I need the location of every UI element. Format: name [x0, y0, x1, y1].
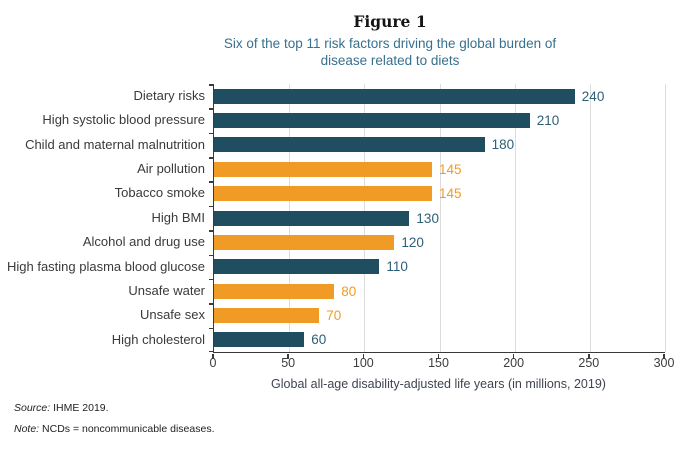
- source-note: Source: IHME 2019.: [14, 402, 214, 414]
- source-label: Source:: [14, 402, 51, 414]
- value-label: 110: [386, 259, 408, 275]
- value-label: 120: [401, 234, 424, 250]
- source-text: IHME 2019.: [50, 402, 109, 414]
- y-axis-tick: [209, 132, 214, 135]
- x-axis-tick-200: [512, 353, 515, 359]
- x-tick-label-100: 100: [352, 356, 374, 370]
- category-label: Child and maternal malnutrition: [25, 136, 205, 152]
- category-label: Alcohol and drug use: [82, 234, 205, 250]
- y-axis-tick: [209, 254, 214, 257]
- bar-high-cholesterol: [214, 332, 305, 348]
- value-label: 80: [341, 283, 357, 299]
- category-label: High BMI: [151, 209, 205, 225]
- y-axis-tick: [209, 84, 214, 86]
- category-label: High systolic blood pressure: [42, 112, 205, 128]
- category-label: High cholesterol: [111, 331, 205, 347]
- bar-dietary-risks: [214, 88, 575, 104]
- gridline-200: [514, 84, 516, 352]
- x-axis-tick-250: [588, 353, 590, 359]
- x-axis-tick-150: [437, 353, 440, 359]
- y-axis-tick: [209, 157, 214, 159]
- x-axis-tick-50: [287, 353, 289, 359]
- category-label: Unsafe water: [128, 282, 205, 298]
- value-label: 210: [536, 113, 560, 129]
- plot-area: 240 210 180 145 145 130 120 110 80 70 60: [209, 84, 666, 353]
- y-axis-tick: [209, 278, 214, 281]
- x-tick-label-50: 50: [281, 356, 296, 370]
- chart-title-line-2: disease related to diets: [320, 53, 460, 68]
- y-axis-tick: [209, 327, 214, 330]
- value-label: 145: [438, 186, 462, 202]
- y-axis-tick: [209, 230, 214, 232]
- bar-tobacco-smoke: [214, 186, 432, 202]
- x-tick-label-300: 300: [653, 356, 675, 370]
- category-label: Air pollution: [137, 161, 205, 177]
- x-tick-label-0: 0: [209, 356, 217, 370]
- bar-unsafe-water: [214, 283, 335, 299]
- y-axis-tick: [209, 181, 214, 183]
- x-tick-label-250: 250: [578, 356, 600, 370]
- value-label: 240: [581, 88, 605, 104]
- bar-high-fasting-plasma-blood-glucose: [214, 259, 380, 275]
- chart-title-line-1: Six of the top 11 risk factors driving t…: [223, 36, 557, 51]
- gridline-300: [665, 84, 666, 352]
- x-tick-label-150: 150: [428, 356, 449, 370]
- chart-header: Figure 1 Six of the top 11 risk factors …: [84, 0, 696, 69]
- bar-alcohol-and-drug-use: [214, 234, 395, 250]
- x-axis-ticks: [212, 353, 665, 360]
- y-axis-tick: [209, 350, 214, 352]
- category-label: Unsafe sex: [139, 307, 205, 323]
- value-label: 70: [326, 307, 342, 323]
- bar-unsafe-sex: [214, 307, 320, 323]
- x-axis-tick-300: [663, 353, 665, 359]
- ncd-note: Note: NCDs = noncommunicable diseases.: [14, 423, 214, 435]
- y-axis-tick: [209, 108, 214, 110]
- x-tick-label-200: 200: [503, 356, 525, 370]
- x-axis-tick-labels: 0 50 100 150 200 250 300: [209, 356, 675, 372]
- x-axis-tick-0: [212, 353, 214, 359]
- y-axis-tick: [209, 205, 214, 208]
- bar-high-bmi: [214, 210, 410, 226]
- x-axis-title: Global all-age disability-adjusted life …: [271, 377, 606, 391]
- gridline-250: [589, 84, 591, 352]
- chart-title: Six of the top 11 risk factors driving t…: [84, 35, 696, 69]
- category-label: High fasting plasma blood glucose: [6, 258, 205, 274]
- value-label: 60: [311, 332, 327, 348]
- figure-label: Figure 1: [353, 12, 427, 31]
- note-label: Note:: [14, 423, 40, 435]
- bar-child-and-maternal-malnutrition: [214, 137, 485, 153]
- category-label: Dietary risks: [133, 88, 205, 103]
- note-text: NCDs = noncommunicable diseases.: [39, 423, 215, 435]
- value-label: 180: [491, 137, 515, 153]
- gridline-150: [439, 84, 441, 352]
- chart-footer: Source: IHME 2019. Note: NCDs = noncommu…: [14, 402, 214, 444]
- bar-high-systolic-blood-pressure: [214, 113, 530, 129]
- y-axis-tick: [209, 303, 214, 305]
- value-label: 130: [416, 210, 439, 226]
- x-axis-tick-100: [362, 353, 365, 359]
- category-label: Tobacco smoke: [114, 185, 205, 201]
- bar-air-pollution: [214, 161, 432, 177]
- value-label: 145: [438, 161, 462, 177]
